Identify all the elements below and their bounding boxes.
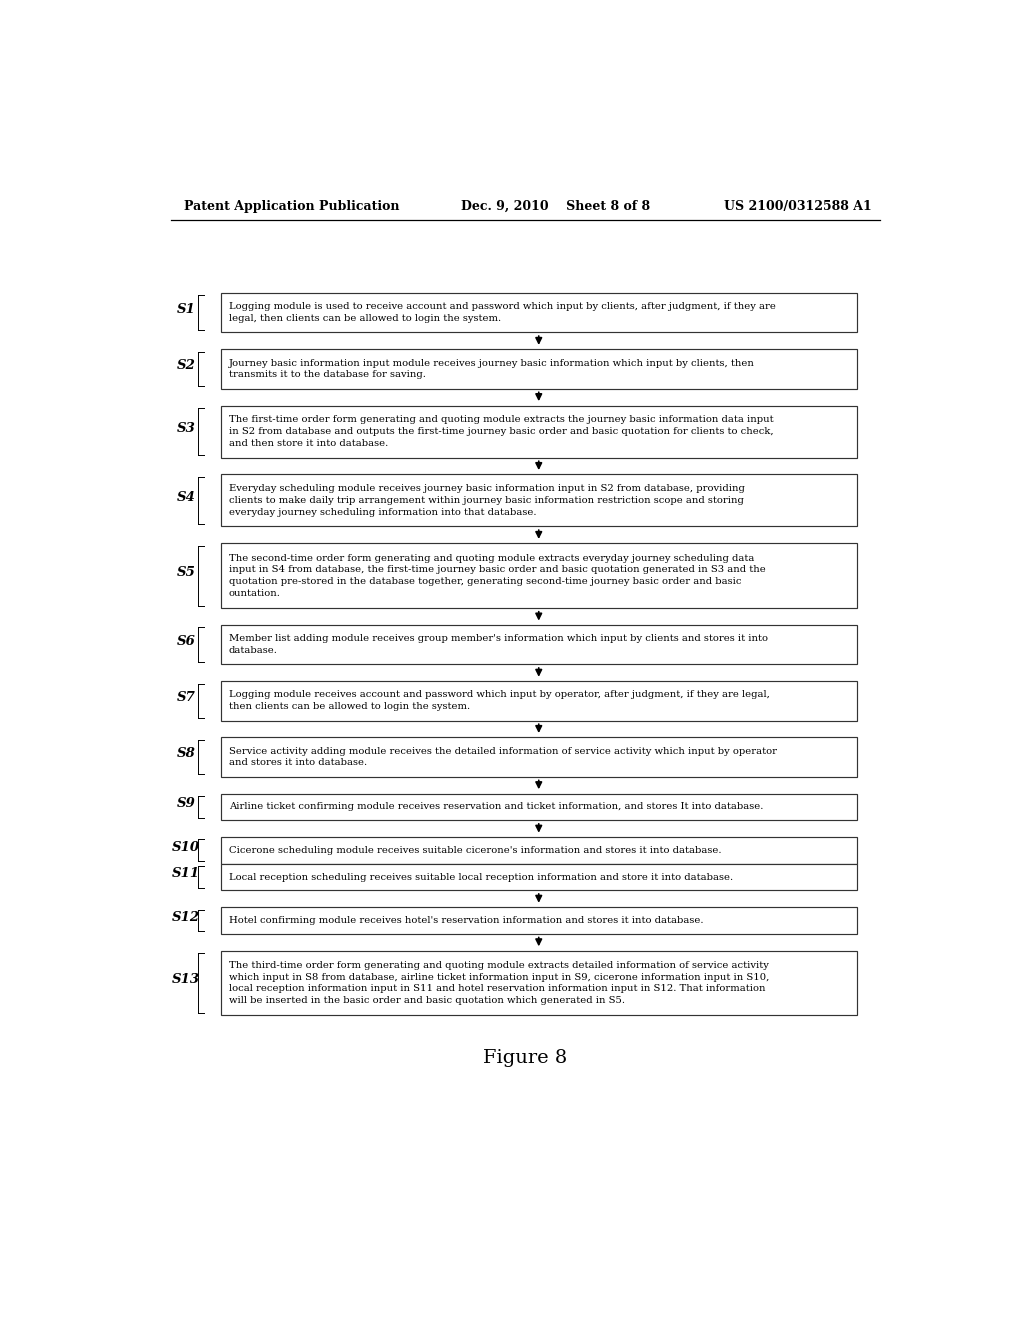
Text: Dec. 9, 2010    Sheet 8 of 8: Dec. 9, 2010 Sheet 8 of 8 [461,199,650,213]
Text: Service activity adding module receives the detailed information of service acti: Service activity adding module receives … [228,747,777,767]
Bar [221,837,856,863]
Text: Logging module is used to receive account and password which input by clients, a: Logging module is used to receive accoun… [228,302,775,323]
Bar [221,544,856,609]
Bar [221,738,856,776]
Bar [221,793,856,820]
Bar [221,863,856,890]
Bar [221,626,856,664]
Bar [221,907,856,933]
Text: Hotel confirming module receives hotel's reservation information and stores it i: Hotel confirming module receives hotel's… [228,916,703,925]
Text: S4: S4 [177,491,196,504]
Text: S8: S8 [177,747,196,760]
Text: Patent Application Publication: Patent Application Publication [183,199,399,213]
Text: Journey basic information input module receives journey basic information which : Journey basic information input module r… [228,359,755,379]
Text: S2: S2 [177,359,196,372]
Text: S6: S6 [177,635,196,648]
Text: S9: S9 [177,797,196,810]
Text: US 2100/0312588 A1: US 2100/0312588 A1 [724,199,872,213]
Bar [221,681,856,721]
Text: S1: S1 [177,304,196,317]
Text: Everyday scheduling module receives journey basic information input in S2 from d: Everyday scheduling module receives jour… [228,484,744,516]
Text: The second-time order form generating and quoting module extracts everyday journ: The second-time order form generating an… [228,553,766,598]
Text: S5: S5 [177,566,196,579]
Text: The first-time order form generating and quoting module extracts the journey bas: The first-time order form generating and… [228,416,773,447]
Text: The third-time order form generating and quoting module extracts detailed inform: The third-time order form generating and… [228,961,769,1006]
Text: Local reception scheduling receives suitable local reception information and sto: Local reception scheduling receives suit… [228,873,733,882]
Bar [221,293,856,333]
Text: S13: S13 [172,973,200,986]
Text: S7: S7 [177,692,196,705]
Text: Figure 8: Figure 8 [482,1049,567,1067]
Text: Cicerone scheduling module receives suitable cicerone's information and stores i: Cicerone scheduling module receives suit… [228,846,721,855]
Bar [221,405,856,458]
Text: S3: S3 [177,422,196,436]
Bar [221,350,856,388]
Text: Member list adding module receives group member's information which input by cli: Member list adding module receives group… [228,634,768,655]
Bar [221,474,856,527]
Text: S12: S12 [172,911,200,924]
Text: S11: S11 [172,867,200,880]
Bar [221,950,856,1015]
Text: S10: S10 [172,841,200,854]
Text: Airline ticket confirming module receives reservation and ticket information, an: Airline ticket confirming module receive… [228,803,763,812]
Text: Logging module receives account and password which input by operator, after judg: Logging module receives account and pass… [228,690,770,711]
